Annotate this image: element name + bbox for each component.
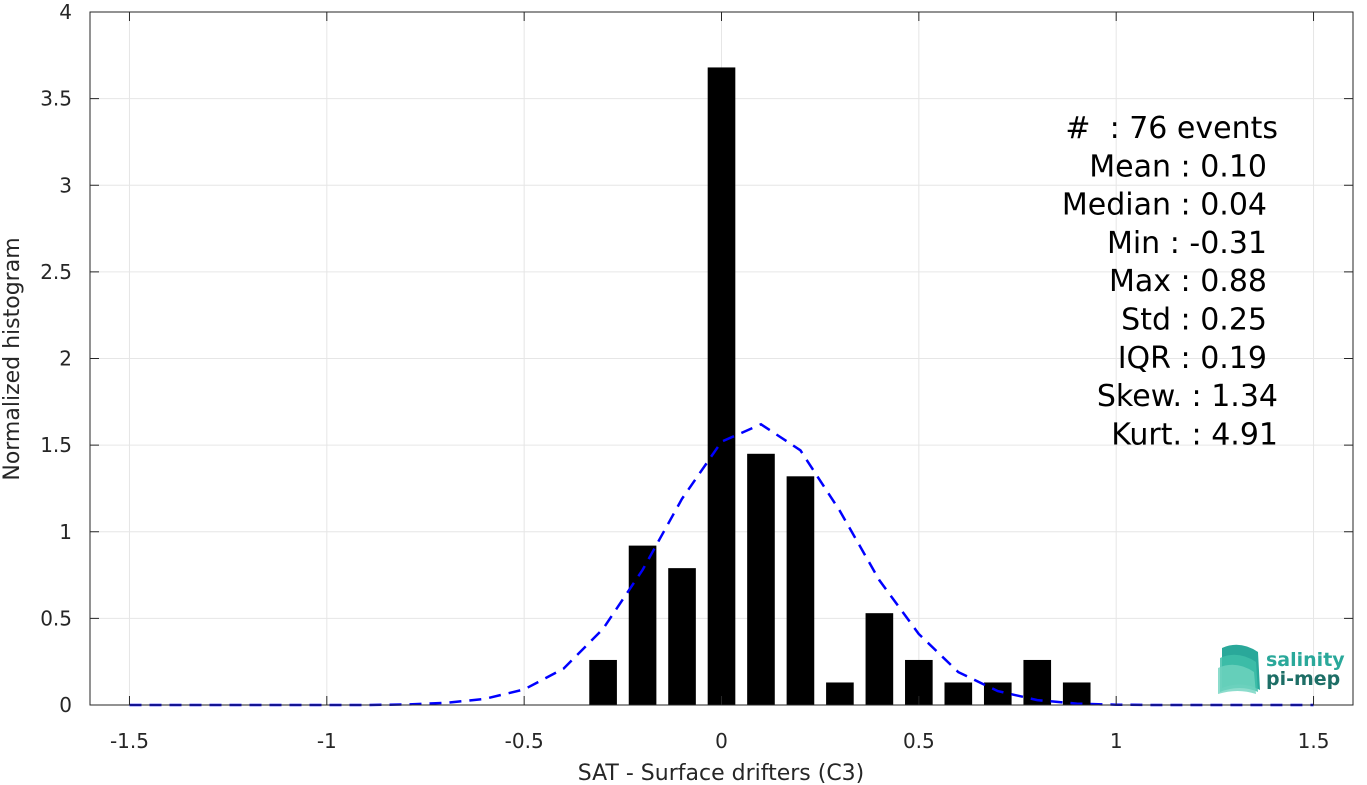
histogram-bar xyxy=(944,682,973,705)
salinity-pi-mep-logo: salinity pi-mep xyxy=(1218,644,1345,694)
stats-line: Max : 0.88 xyxy=(1109,264,1267,299)
y-tick-label: 1.5 xyxy=(40,433,72,457)
y-tick-label: 3 xyxy=(59,173,72,197)
y-tick-label: 2.5 xyxy=(40,260,72,284)
x-tick-label: -1 xyxy=(317,729,337,753)
x-tick-label: 1 xyxy=(1110,729,1123,753)
stats-line: Mean : 0.10 xyxy=(1089,149,1267,184)
histogram-bar xyxy=(1023,659,1052,705)
x-axis-label: SAT - Surface drifters (C3) xyxy=(578,761,865,785)
logo-line-2: pi-mep xyxy=(1266,668,1340,690)
stats-line: Std : 0.25 xyxy=(1121,303,1267,338)
y-tick-label: 3.5 xyxy=(40,87,72,111)
y-tick-label: 2 xyxy=(59,347,72,371)
stats-line: # : 76 events xyxy=(1065,111,1278,146)
stats-line: IQR : 0.19 xyxy=(1118,341,1267,376)
x-tick-label: 0 xyxy=(715,729,728,753)
y-tick-labels: 0 0.5 1 1.5 2 2.5 3 3.5 4 xyxy=(40,0,72,717)
x-tick-label: 1.5 xyxy=(1298,729,1330,753)
logo-line-1: salinity xyxy=(1266,649,1345,671)
stats-line: Median : 0.04 xyxy=(1062,188,1267,223)
histogram-bar xyxy=(747,453,775,705)
histogram-bar xyxy=(668,568,696,705)
stats-line: Skew. : 1.34 xyxy=(1097,379,1278,414)
histogram-bar xyxy=(786,476,815,705)
stats-line: Kurt. : 4.91 xyxy=(1111,417,1278,452)
histogram-bar xyxy=(1062,682,1091,705)
histogram-bar xyxy=(983,682,1012,705)
x-tick-label: -1.5 xyxy=(110,729,149,753)
y-tick-label: 4 xyxy=(59,0,72,24)
x-tick-label: 0.5 xyxy=(903,729,935,753)
histogram-bar xyxy=(865,613,894,705)
y-tick-label: 1 xyxy=(59,520,72,544)
histogram-bar xyxy=(707,67,736,705)
x-tick-label: -0.5 xyxy=(505,729,544,753)
logo-waves-icon xyxy=(1218,644,1260,694)
histogram-bar xyxy=(589,659,617,705)
axis-ticks xyxy=(90,11,1353,706)
y-tick-label: 0.5 xyxy=(40,606,72,630)
stats-line: Min : -0.31 xyxy=(1107,226,1267,261)
y-axis-label: Normalized histogram xyxy=(0,237,25,480)
histogram-bar xyxy=(826,682,854,705)
y-tick-label: 0 xyxy=(59,693,72,717)
histogram-bars xyxy=(589,67,1091,705)
x-tick-labels: -1.5 -1 -0.5 0 0.5 1 1.5 xyxy=(110,729,1329,753)
